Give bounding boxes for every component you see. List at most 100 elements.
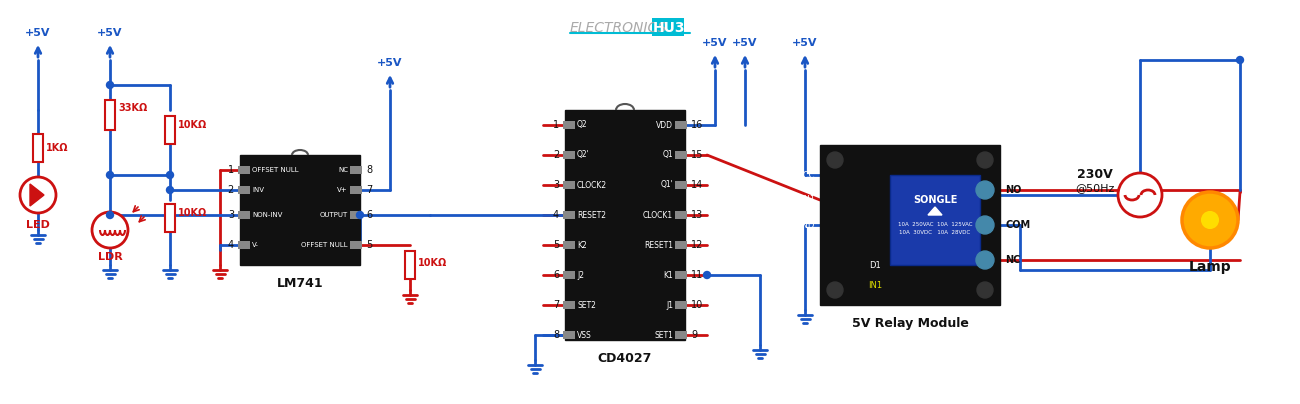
Bar xyxy=(105,100,114,130)
Bar xyxy=(675,151,686,159)
Text: COM: COM xyxy=(1005,220,1030,230)
Text: 1: 1 xyxy=(227,165,234,175)
Circle shape xyxy=(703,271,711,278)
Circle shape xyxy=(978,282,993,298)
Text: INV: INV xyxy=(252,187,264,193)
Bar xyxy=(563,181,575,189)
Bar xyxy=(563,271,575,279)
Bar xyxy=(563,301,575,309)
Circle shape xyxy=(1236,57,1244,63)
Bar xyxy=(675,181,686,189)
Bar xyxy=(238,241,250,249)
Text: 2: 2 xyxy=(227,185,234,195)
Bar xyxy=(820,145,1000,305)
Circle shape xyxy=(1202,212,1218,228)
Text: SET2: SET2 xyxy=(577,301,595,309)
Text: 3: 3 xyxy=(227,210,234,220)
Text: D1: D1 xyxy=(870,261,881,269)
Bar xyxy=(891,175,980,265)
Text: Q2: Q2 xyxy=(577,120,588,130)
Text: IN1: IN1 xyxy=(801,196,815,204)
Bar xyxy=(563,121,575,129)
Text: HU3: HU3 xyxy=(653,21,685,35)
Text: 5: 5 xyxy=(367,240,372,250)
Text: 10: 10 xyxy=(692,300,703,310)
Text: V-: V- xyxy=(252,242,259,248)
Text: IN1: IN1 xyxy=(868,280,883,290)
Text: NC: NC xyxy=(338,167,348,173)
Text: 11: 11 xyxy=(692,270,703,280)
Bar xyxy=(32,134,43,162)
Text: J2: J2 xyxy=(577,271,584,280)
Text: LM741: LM741 xyxy=(277,277,324,290)
Text: +5V: +5V xyxy=(377,58,403,68)
Circle shape xyxy=(976,216,994,234)
Text: VSS: VSS xyxy=(577,330,592,339)
Bar xyxy=(238,211,250,219)
Text: 8: 8 xyxy=(367,165,372,175)
Text: +5V: +5V xyxy=(792,38,818,48)
Text: SET1: SET1 xyxy=(654,330,673,339)
Bar xyxy=(350,186,361,194)
Circle shape xyxy=(166,172,173,179)
Text: Lamp: Lamp xyxy=(1188,260,1231,274)
Bar xyxy=(240,155,360,265)
Text: Q1': Q1' xyxy=(660,181,673,189)
Text: RESET1: RESET1 xyxy=(644,240,673,250)
Bar xyxy=(406,251,415,279)
Text: LED: LED xyxy=(26,220,49,230)
Text: 4: 4 xyxy=(552,210,559,220)
Text: 7: 7 xyxy=(367,185,372,195)
Text: 13: 13 xyxy=(692,210,703,220)
Text: 2: 2 xyxy=(552,150,559,160)
Bar xyxy=(563,151,575,159)
Circle shape xyxy=(827,282,842,298)
Text: V+: V+ xyxy=(338,187,348,193)
Text: 10A  30VDC   10A  28VDC: 10A 30VDC 10A 28VDC xyxy=(900,231,971,236)
Text: 3: 3 xyxy=(552,180,559,190)
Text: NO: NO xyxy=(1005,185,1022,195)
Text: 15: 15 xyxy=(692,150,703,160)
Text: VCC: VCC xyxy=(797,170,815,179)
Text: 9: 9 xyxy=(692,330,697,340)
Circle shape xyxy=(1118,173,1162,217)
Text: J1: J1 xyxy=(666,301,673,309)
Text: NC: NC xyxy=(1005,255,1020,265)
Circle shape xyxy=(976,181,994,199)
Text: 33KΩ: 33KΩ xyxy=(118,103,147,113)
Text: LDR: LDR xyxy=(98,252,122,262)
Text: CD4027: CD4027 xyxy=(598,352,653,365)
Text: CLOCK1: CLOCK1 xyxy=(644,210,673,219)
Text: @50Hz: @50Hz xyxy=(1075,183,1114,193)
Bar xyxy=(350,166,361,174)
Circle shape xyxy=(107,172,113,179)
Text: 230V: 230V xyxy=(1078,168,1113,181)
Text: OUTPUT: OUTPUT xyxy=(320,212,348,218)
Circle shape xyxy=(20,177,56,213)
Text: +5V: +5V xyxy=(98,28,122,38)
Text: 7: 7 xyxy=(552,300,559,310)
Bar xyxy=(675,331,686,339)
Bar xyxy=(566,110,685,340)
Text: 1: 1 xyxy=(552,120,559,130)
Text: ELECTRONICS: ELECTRONICS xyxy=(569,21,667,35)
Circle shape xyxy=(976,251,994,269)
Text: 8: 8 xyxy=(552,330,559,340)
Bar xyxy=(350,241,361,249)
Text: +5V: +5V xyxy=(702,38,728,48)
Text: K2: K2 xyxy=(577,240,586,250)
Text: 4: 4 xyxy=(227,240,234,250)
Text: 12: 12 xyxy=(692,240,703,250)
Text: GND: GND xyxy=(796,221,815,229)
Circle shape xyxy=(1182,192,1238,248)
Circle shape xyxy=(356,212,364,219)
Bar xyxy=(165,204,176,232)
Text: +5V: +5V xyxy=(25,28,51,38)
Bar xyxy=(675,301,686,309)
Text: 10KΩ: 10KΩ xyxy=(178,120,207,130)
Polygon shape xyxy=(928,207,942,215)
Text: K1: K1 xyxy=(663,271,673,280)
Text: 10KΩ: 10KΩ xyxy=(178,208,207,218)
Text: 6: 6 xyxy=(552,270,559,280)
Circle shape xyxy=(166,187,173,194)
